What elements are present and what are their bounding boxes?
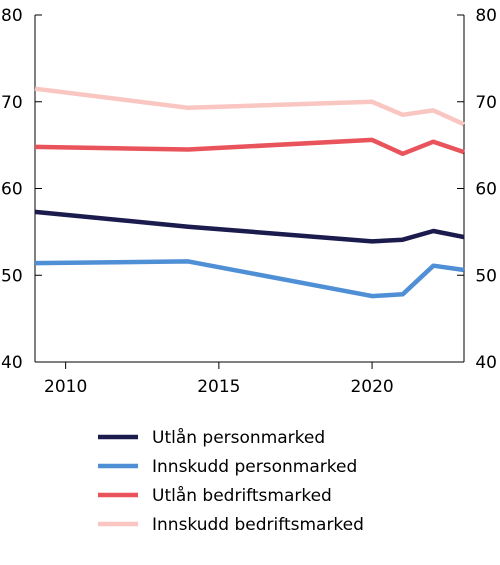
y-tick-label-right: 80 <box>475 6 497 26</box>
x-tick-label: 2015 <box>197 377 240 397</box>
series-layer <box>34 86 465 299</box>
series-line <box>34 86 465 127</box>
y-tick-label-right: 60 <box>475 180 497 200</box>
x-tick-label: 2010 <box>44 377 87 397</box>
legend-label: Utlån personmarked <box>152 427 325 448</box>
series-line <box>34 259 465 299</box>
legend-label: Utlån bedriftsmarked <box>152 485 332 506</box>
y-tick-label-left: 80 <box>1 6 23 26</box>
legend-label: Innskudd personmarked <box>152 457 357 477</box>
x-tick-label: 2020 <box>350 377 393 397</box>
series-line <box>34 209 465 244</box>
y-tick-label-left: 50 <box>1 266 23 286</box>
legend: Utlån personmarked Innskudd personmarked U… <box>98 427 364 535</box>
axes-layer: 40 40 50 50 60 60 70 70 80 80 2010 2015 2020 <box>1 6 497 397</box>
legend-label: Innskudd bedriftsmarked <box>152 515 364 535</box>
y-tick-label-left: 40 <box>1 353 23 373</box>
y-tick-label-left: 60 <box>1 180 23 200</box>
series-line <box>34 137 465 157</box>
y-tick-label-left: 70 <box>1 93 23 113</box>
y-tick-label-right: 40 <box>475 353 497 373</box>
y-tick-label-right: 50 <box>475 266 497 286</box>
y-tick-label-right: 70 <box>475 93 497 113</box>
